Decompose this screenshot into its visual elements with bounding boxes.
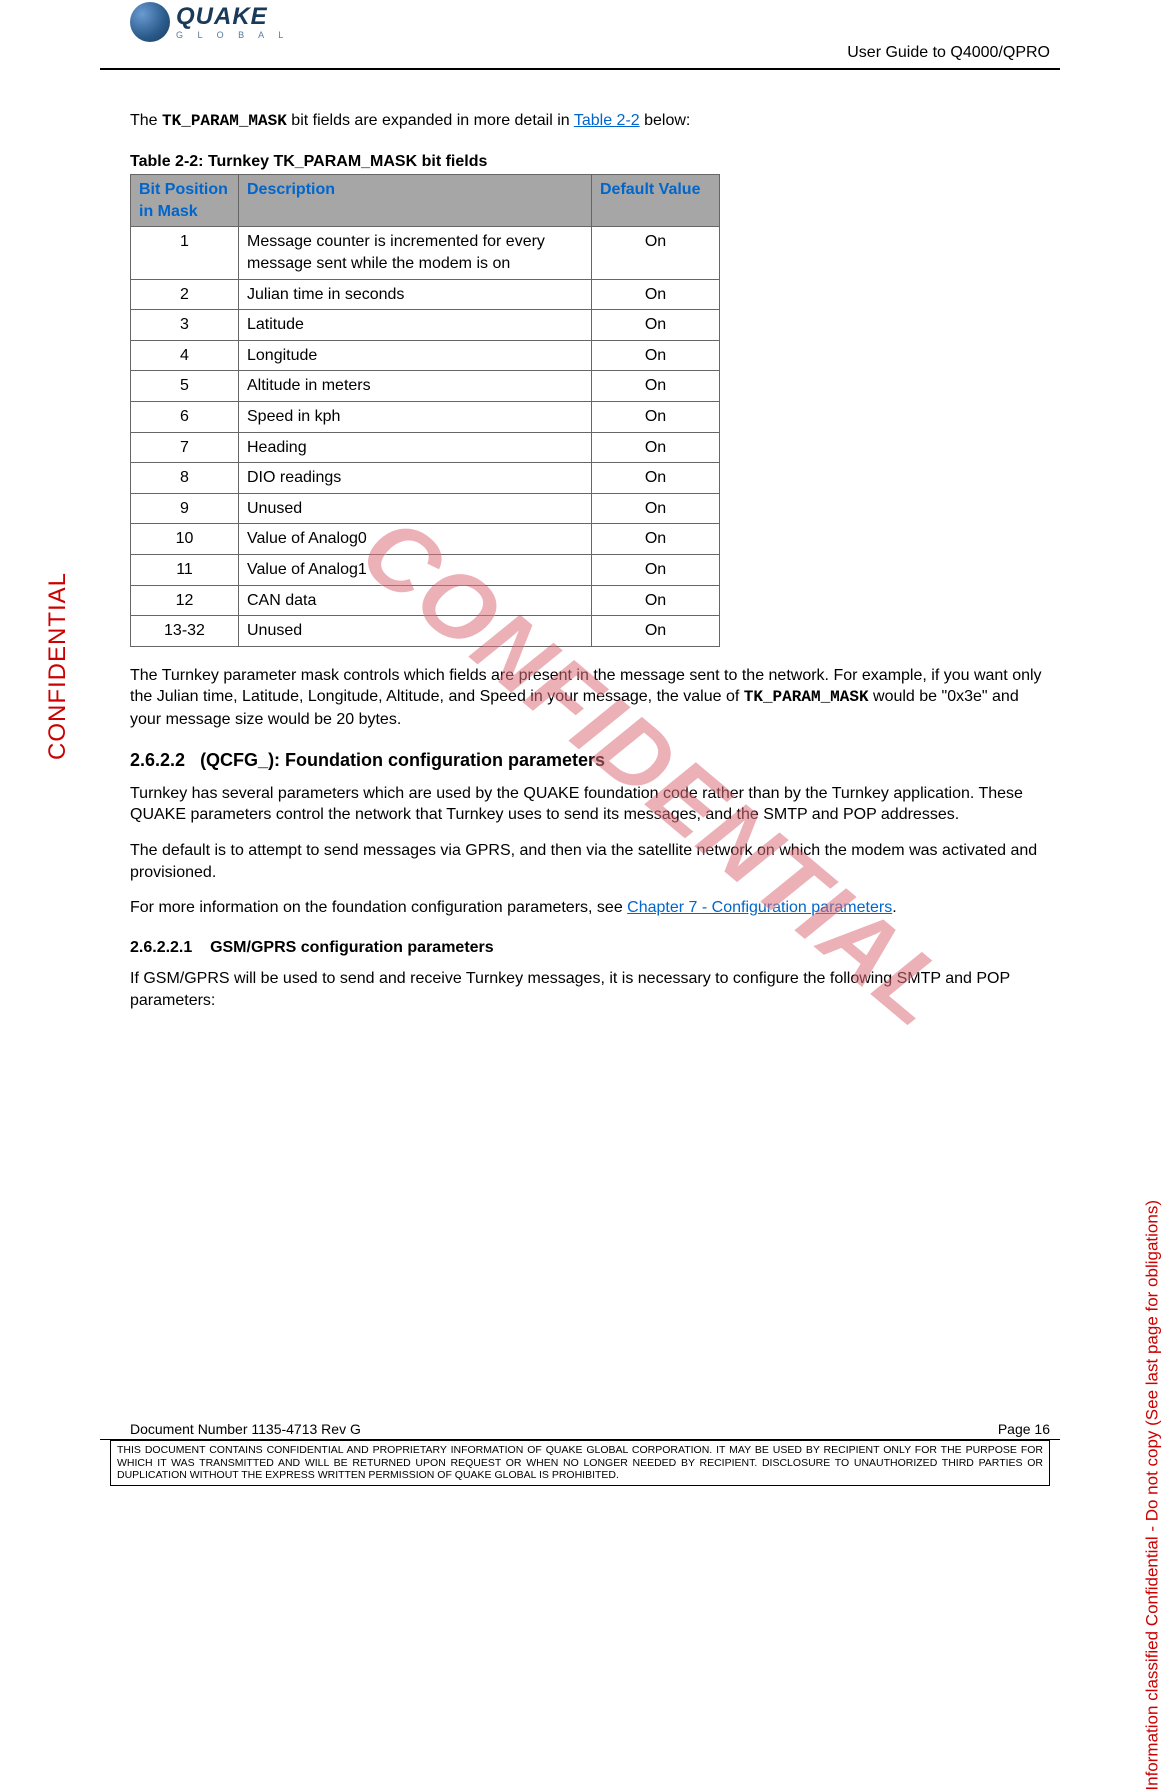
section-2622-p3: For more information on the foundation c… (130, 897, 1050, 919)
cell-bit-position: 9 (131, 493, 239, 524)
bit-fields-table: Bit Position in Mask Description Default… (130, 174, 720, 647)
s2622-p3a: For more information on the foundation c… (130, 899, 627, 916)
cell-description: Julian time in seconds (239, 279, 592, 310)
cell-default-value: On (592, 432, 720, 463)
cell-description: Unused (239, 616, 592, 647)
cell-default-value: On (592, 616, 720, 647)
table-row: 1Message counter is incremented for ever… (131, 227, 720, 279)
section-2622-num: 2.6.2.2 (130, 750, 185, 770)
section-2622-p1: Turnkey has several parameters which are… (130, 783, 1050, 826)
cell-bit-position: 13-32 (131, 616, 239, 647)
table-row: 3LatitudeOn (131, 310, 720, 341)
section-26221-p1: If GSM/GPRS will be used to send and rec… (130, 968, 1050, 1011)
logo: QUAKE G L O B A L (130, 2, 289, 42)
intro-prefix: The (130, 112, 162, 129)
logo-main-text: QUAKE (176, 5, 289, 29)
cell-bit-position: 11 (131, 554, 239, 585)
cell-default-value: On (592, 554, 720, 585)
table-row: 8DIO readingsOn (131, 463, 720, 494)
table-row: 2Julian time in secondsOn (131, 279, 720, 310)
page-footer: Document Number 1135-4713 Rev G Page 16 … (100, 1421, 1060, 1486)
cell-description: Speed in kph (239, 401, 592, 432)
cell-description: DIO readings (239, 463, 592, 494)
table-row: 7HeadingOn (131, 432, 720, 463)
cell-description: Unused (239, 493, 592, 524)
table-row: 13-32UnusedOn (131, 616, 720, 647)
section-26221-num: 2.6.2.2.1 (130, 939, 192, 956)
logo-globe-icon (130, 2, 170, 42)
cell-description: Value of Analog1 (239, 554, 592, 585)
cell-bit-position: 3 (131, 310, 239, 341)
cell-default-value: On (592, 401, 720, 432)
table-row: 11Value of Analog1On (131, 554, 720, 585)
table-row: 6Speed in kphOn (131, 401, 720, 432)
header-title: User Guide to Q4000/QPRO (847, 44, 1050, 62)
intro-code: TK_PARAM_MASK (162, 112, 287, 130)
th-default-value: Default Value (592, 175, 720, 227)
cell-default-value: On (592, 227, 720, 279)
cell-bit-position: 2 (131, 279, 239, 310)
cell-bit-position: 1 (131, 227, 239, 279)
cell-bit-position: 4 (131, 340, 239, 371)
cell-bit-position: 7 (131, 432, 239, 463)
cell-bit-position: 12 (131, 585, 239, 616)
footer-doc-number: Document Number 1135-4713 Rev G (130, 1421, 361, 1437)
cell-description: Altitude in meters (239, 371, 592, 402)
cell-default-value: On (592, 463, 720, 494)
section-2622-p2: The default is to attempt to send messag… (130, 840, 1050, 883)
mask-code: TK_PARAM_MASK (744, 688, 869, 706)
cell-description: CAN data (239, 585, 592, 616)
s2622-p3b: . (892, 899, 896, 916)
mask-explain-paragraph: The Turnkey parameter mask controls whic… (130, 665, 1050, 731)
cell-default-value: On (592, 371, 720, 402)
s2622-p3link[interactable]: Chapter 7 - Configuration parameters (627, 899, 892, 916)
cell-default-value: On (592, 340, 720, 371)
cell-description: Latitude (239, 310, 592, 341)
logo-sub-text: G L O B A L (176, 31, 289, 40)
cell-bit-position: 10 (131, 524, 239, 555)
cell-default-value: On (592, 524, 720, 555)
cell-description: Heading (239, 432, 592, 463)
cell-bit-position: 8 (131, 463, 239, 494)
intro-link[interactable]: Table 2-2 (574, 112, 640, 129)
cell-default-value: On (592, 279, 720, 310)
cell-default-value: On (592, 310, 720, 341)
footer-page-number: Page 16 (998, 1421, 1050, 1437)
confidential-side-left: CONFIDENTIAL (44, 572, 72, 760)
content-area: The TK_PARAM_MASK bit fields are expande… (100, 70, 1060, 1012)
section-26221-heading: 2.6.2.2.1 GSM/GPRS configuration paramet… (130, 937, 1050, 959)
intro-paragraph: The TK_PARAM_MASK bit fields are expande… (130, 110, 1050, 133)
footer-disclaimer: THIS DOCUMENT CONTAINS CONFIDENTIAL AND … (110, 1440, 1050, 1486)
cell-bit-position: 5 (131, 371, 239, 402)
cell-default-value: On (592, 493, 720, 524)
cell-bit-position: 6 (131, 401, 239, 432)
table-row: 9UnusedOn (131, 493, 720, 524)
th-bit-position: Bit Position in Mask (131, 175, 239, 227)
cell-description: Message counter is incremented for every… (239, 227, 592, 279)
table-row: 12CAN dataOn (131, 585, 720, 616)
page-container: QUAKE G L O B A L User Guide to Q4000/QP… (100, 0, 1060, 1504)
cell-description: Value of Analog0 (239, 524, 592, 555)
confidential-side-right: Information classified Confidential - Do… (1143, 1200, 1161, 1791)
table-row: 4LongitudeOn (131, 340, 720, 371)
section-2622-title: (QCFG_): Foundation configuration parame… (200, 750, 605, 770)
page-header: QUAKE G L O B A L User Guide to Q4000/QP… (100, 0, 1060, 70)
intro-mid: bit fields are expanded in more detail i… (287, 112, 574, 129)
section-2622-heading: 2.6.2.2 (QCFG_): Foundation configuratio… (130, 748, 1050, 772)
table-header-row: Bit Position in Mask Description Default… (131, 175, 720, 227)
intro-suffix: below: (640, 112, 691, 129)
table-caption: Table 2-2: Turnkey TK_PARAM_MASK bit fie… (130, 151, 1050, 173)
cell-description: Longitude (239, 340, 592, 371)
section-26221-title: GSM/GPRS configuration parameters (210, 939, 494, 956)
table-row: 10Value of Analog0On (131, 524, 720, 555)
table-row: 5Altitude in metersOn (131, 371, 720, 402)
cell-default-value: On (592, 585, 720, 616)
th-description: Description (239, 175, 592, 227)
